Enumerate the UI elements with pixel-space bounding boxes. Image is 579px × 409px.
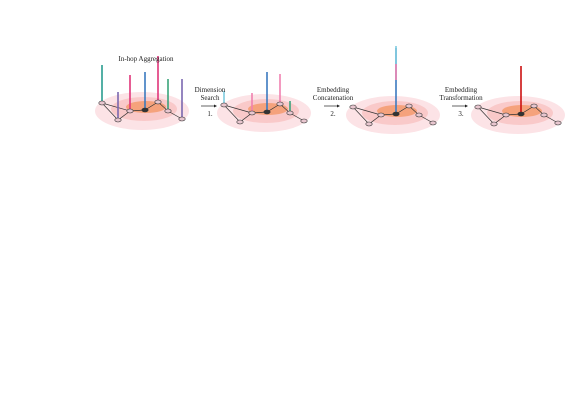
- graph-node: [429, 120, 437, 126]
- step-label: Concatenation: [313, 94, 354, 102]
- step-number: 1.: [207, 110, 213, 118]
- graph-node: [365, 121, 373, 127]
- graph-edge: [477, 106, 507, 116]
- graph-node: [263, 109, 271, 115]
- graph-node: [349, 104, 357, 110]
- graph-node: [554, 120, 562, 126]
- step-label: Embedding: [445, 86, 478, 94]
- step-number: 2.: [330, 110, 336, 118]
- graph-node: [164, 108, 172, 114]
- graph-node: [98, 100, 106, 106]
- graph-node: [236, 119, 244, 125]
- graph-node: [276, 101, 284, 107]
- graph-node: [178, 116, 186, 122]
- step-number: 3.: [458, 110, 464, 118]
- graph-edge: [223, 104, 253, 114]
- graph-node: [154, 99, 162, 105]
- step-label: Dimension: [195, 86, 226, 94]
- graph-node: [220, 102, 228, 108]
- graph-node: [490, 121, 498, 127]
- graph-node: [248, 110, 256, 116]
- graph-node: [392, 111, 400, 117]
- graph-node: [141, 107, 149, 113]
- graph-node: [126, 108, 134, 114]
- graph-node: [517, 111, 525, 117]
- graph-edge: [101, 102, 131, 112]
- graph-node: [540, 112, 548, 118]
- graph-node: [415, 112, 423, 118]
- graph-node: [286, 110, 294, 116]
- graph-node: [377, 112, 385, 118]
- step-label: Search: [200, 94, 220, 102]
- graph-edge: [352, 106, 382, 116]
- graph-node: [530, 103, 538, 109]
- title: In-hop Aggregation: [118, 55, 174, 63]
- arrow-head: [465, 104, 468, 108]
- arrow-head: [337, 104, 340, 108]
- graph-node: [300, 118, 308, 124]
- panels: [95, 46, 565, 134]
- graph-node: [405, 103, 413, 109]
- graph-node: [114, 117, 122, 123]
- graph-node: [474, 104, 482, 110]
- step-label: Embedding: [317, 86, 350, 94]
- graph-node: [502, 112, 510, 118]
- step-label: Transformation: [439, 94, 483, 102]
- arrow-head: [214, 104, 217, 108]
